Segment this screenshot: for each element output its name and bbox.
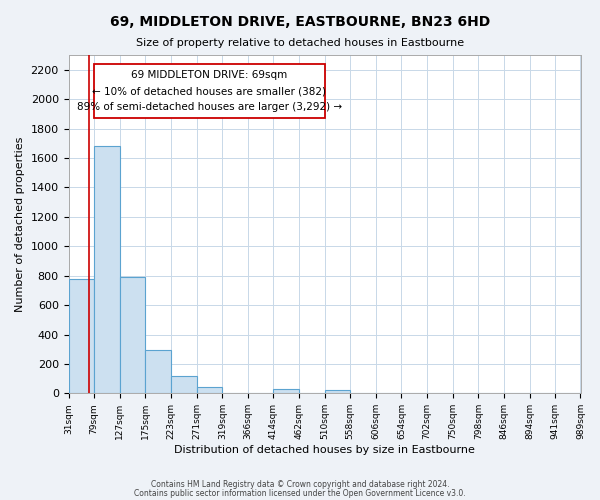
Text: Size of property relative to detached houses in Eastbourne: Size of property relative to detached ho…: [136, 38, 464, 48]
Bar: [273, 389, 299, 394]
Text: 69, MIDDLETON DRIVE, EASTBOURNE, BN23 6HD: 69, MIDDLETON DRIVE, EASTBOURNE, BN23 6H…: [110, 15, 490, 29]
Bar: [197, 388, 223, 394]
Bar: [145, 350, 171, 394]
Bar: [120, 277, 145, 394]
Y-axis label: Number of detached properties: Number of detached properties: [15, 136, 25, 312]
Bar: [171, 376, 197, 394]
FancyBboxPatch shape: [94, 64, 325, 118]
Text: Contains public sector information licensed under the Open Government Licence v3: Contains public sector information licen…: [134, 489, 466, 498]
Bar: [325, 390, 350, 394]
Bar: [68, 280, 94, 394]
X-axis label: Distribution of detached houses by size in Eastbourne: Distribution of detached houses by size …: [174, 445, 475, 455]
Bar: [94, 146, 120, 394]
Text: 69 MIDDLETON DRIVE: 69sqm
← 10% of detached houses are smaller (382)
89% of semi: 69 MIDDLETON DRIVE: 69sqm ← 10% of detac…: [77, 70, 342, 112]
Text: Contains HM Land Registry data © Crown copyright and database right 2024.: Contains HM Land Registry data © Crown c…: [151, 480, 449, 489]
